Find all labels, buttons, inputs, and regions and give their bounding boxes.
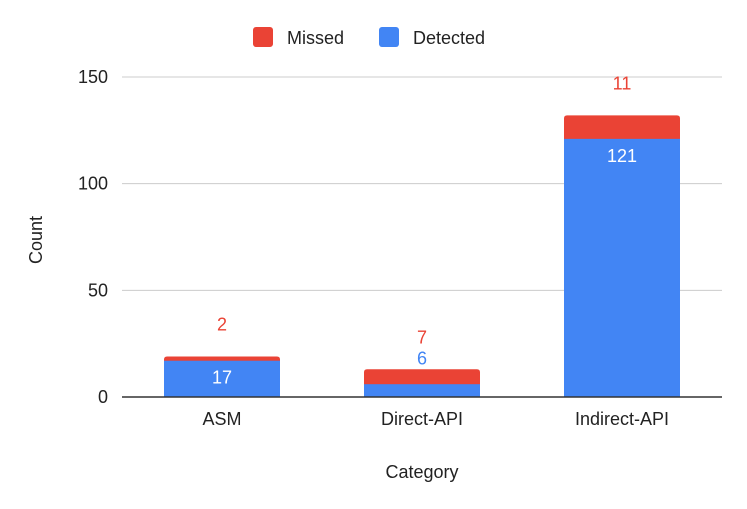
bar-detected-asm: [164, 360, 280, 397]
data-label-detected: 121: [607, 146, 637, 166]
data-labels: 2 17 76 11 121: [212, 73, 637, 387]
y-tick-label: 100: [78, 174, 108, 194]
x-axis-title: Category: [385, 462, 458, 482]
y-axis-ticks: 0 50 100 150: [78, 67, 108, 407]
data-label-missed: 2: [217, 314, 227, 334]
legend-swatch: [253, 27, 273, 47]
data-label-detected: 17: [212, 368, 232, 388]
x-tick-label: Direct-API: [381, 409, 463, 429]
y-tick-label: 0: [98, 387, 108, 407]
bar-detected-indirect-api: [564, 138, 680, 397]
bar-detected-direct-api: [364, 384, 480, 397]
x-tick-label: ASM: [202, 409, 241, 429]
y-tick-label: 150: [78, 67, 108, 87]
x-tick-label: Indirect-API: [575, 409, 669, 429]
legend-label: Detected: [413, 28, 485, 48]
legend-swatch: [379, 27, 399, 47]
y-tick-label: 50: [88, 280, 108, 300]
bars: [164, 115, 680, 398]
legend-item-detected: Detected: [379, 27, 485, 48]
data-label-missed: 7: [417, 327, 427, 347]
legend: Missed Detected: [253, 27, 485, 48]
x-axis-ticks: ASM Direct-API Indirect-API: [202, 409, 669, 429]
legend-label: Missed: [287, 28, 344, 48]
data-label-detected: 6: [417, 348, 427, 368]
data-label-missed: 11: [613, 73, 632, 93]
y-axis-title: Count: [26, 216, 46, 264]
legend-item-missed: Missed: [253, 27, 344, 48]
